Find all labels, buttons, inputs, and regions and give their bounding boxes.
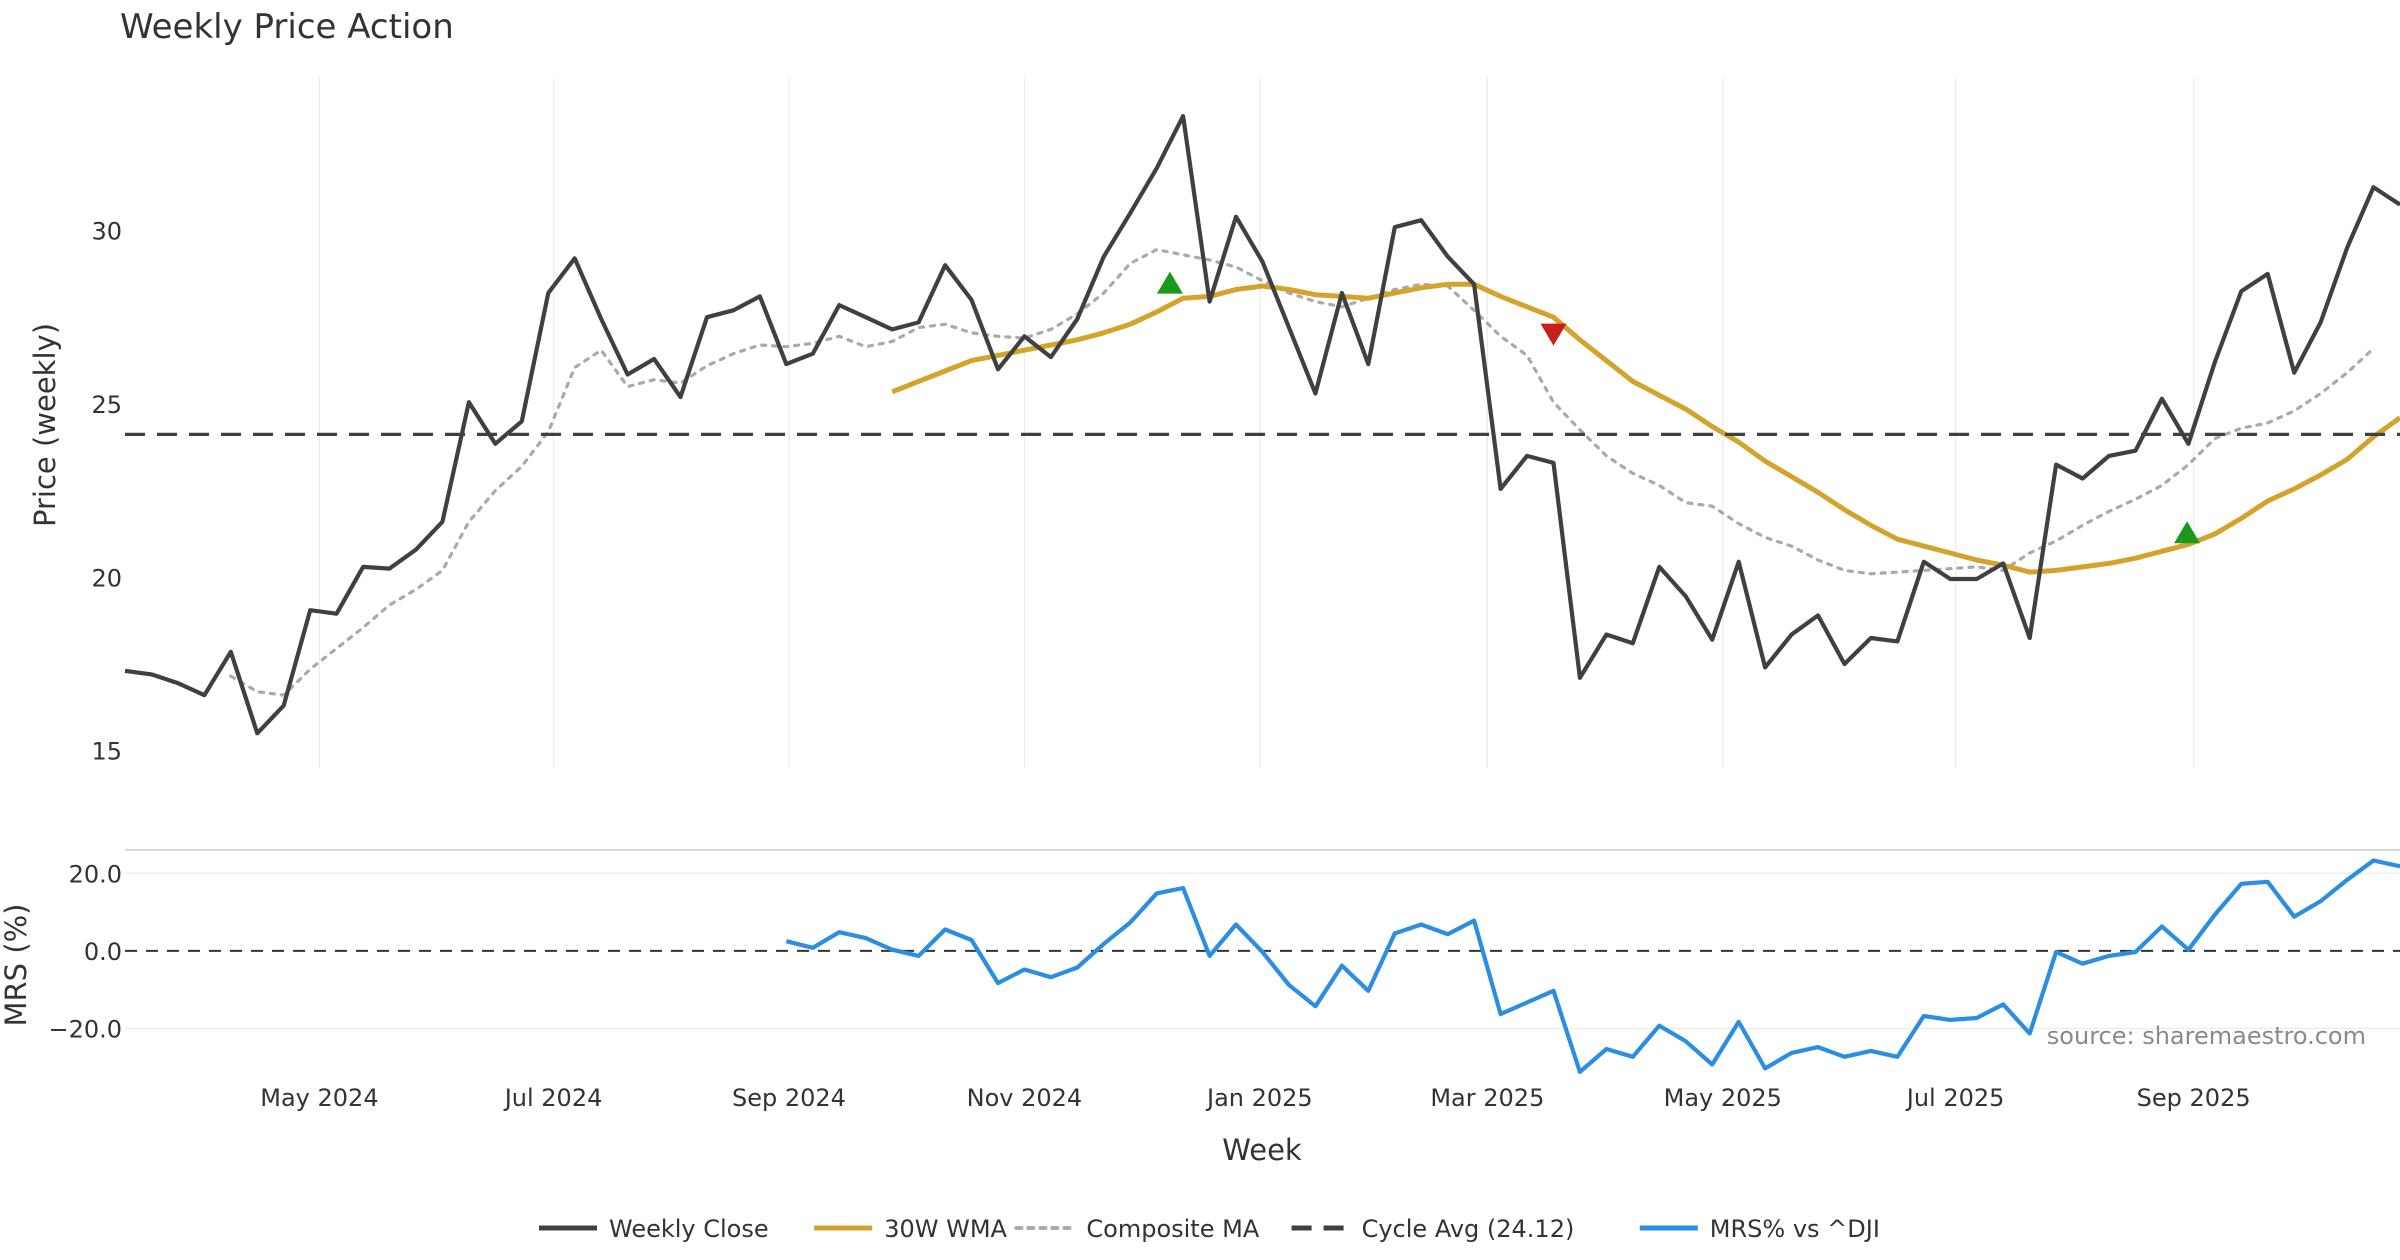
x-tick-sep-2024: Sep 2024 xyxy=(732,1084,846,1112)
x-tick-nov-2024: Nov 2024 xyxy=(967,1084,1083,1112)
legend-label-cycle-avg-24-12: Cycle Avg (24.12) xyxy=(1362,1215,1575,1243)
price-y-axis-title: Price (weekly) xyxy=(28,323,62,527)
price-grid xyxy=(318,78,2195,768)
series-mrs-vs-dji xyxy=(785,858,2400,1074)
marker-buy-2 xyxy=(2174,521,2201,544)
price-y-tick-15: 15 xyxy=(91,738,122,766)
x-tick-may-2025: May 2025 xyxy=(1664,1084,1782,1112)
price-y-tick-20: 20 xyxy=(91,564,122,592)
price-series-group xyxy=(124,114,2400,736)
legend: Weekly Close 30W WMA Composite MA Cycle Avg… xyxy=(539,1215,1880,1243)
x-tick-sep-2025: Sep 2025 xyxy=(2137,1084,2251,1112)
mrs-series-group xyxy=(785,858,2400,1074)
mrs-y-axis-title: MRS (%) xyxy=(0,904,33,1027)
x-tick-mar-2025: Mar 2025 xyxy=(1430,1084,1544,1112)
mrs-y-tick-1: 0.0 xyxy=(84,938,122,966)
price-y-tick-30: 30 xyxy=(91,218,122,246)
mrs-y-tick-0: 20.0 xyxy=(69,860,122,888)
x-tick-jul-2024: Jul 2024 xyxy=(503,1084,603,1112)
legend-label-weekly-close: Weekly Close xyxy=(609,1215,769,1243)
series-composite-ma xyxy=(229,248,2376,697)
legend-label-30w-wma: 30W WMA xyxy=(884,1215,1007,1243)
x-ticks: May 2024 Jul 2024 Sep 2024 Nov 2024 Jan 2025… xyxy=(260,1084,2250,1112)
marker-buy-0 xyxy=(1156,271,1183,294)
signal-markers xyxy=(1156,271,2201,544)
series-weekly-close xyxy=(124,114,2400,736)
x-tick-jul-2025: Jul 2025 xyxy=(1905,1084,2005,1112)
series-30w-wma xyxy=(891,281,2400,575)
legend-label-mrs-vs-dji: MRS% vs ^DJI xyxy=(1710,1215,1880,1243)
marker-sell-1 xyxy=(1540,323,1567,346)
price-y-ticks: 15 20 25 30 xyxy=(91,218,122,766)
x-axis-title: Week xyxy=(1222,1133,1302,1167)
mrs-y-tick-2: −20.0 xyxy=(48,1015,122,1043)
chart-title: Weekly Price Action xyxy=(120,7,454,47)
x-tick-may-2024: May 2024 xyxy=(260,1084,378,1112)
x-tick-jan-2025: Jan 2025 xyxy=(1205,1084,1313,1112)
legend-label-composite-ma: Composite MA xyxy=(1086,1215,1259,1243)
source-annotation: source: sharemaestro.com xyxy=(2047,1022,2366,1050)
mrs-y-ticks: 20.0 0.0 −20.0 xyxy=(48,860,122,1043)
price-y-tick-25: 25 xyxy=(91,391,122,419)
